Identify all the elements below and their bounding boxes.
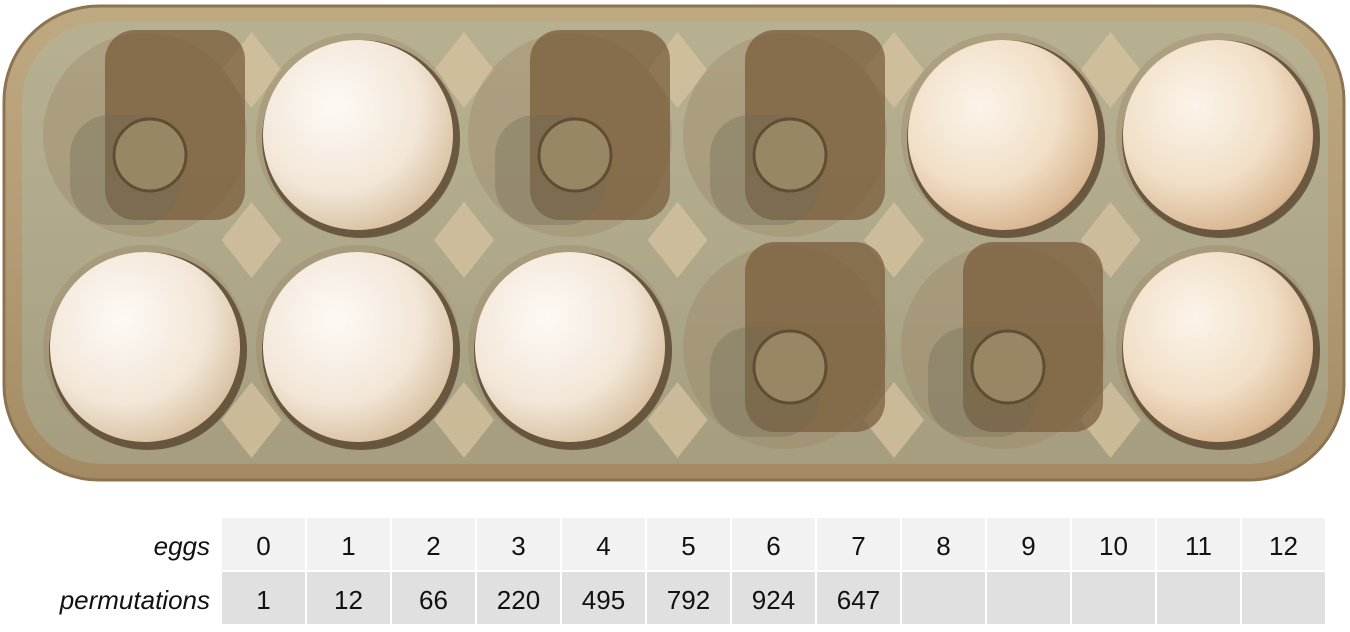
- table-cell: 3: [477, 518, 560, 570]
- egg-slot-filled: [43, 245, 247, 450]
- carton-divider: [434, 32, 494, 108]
- egg: [263, 40, 453, 230]
- table-cell: 792: [647, 572, 730, 624]
- carton-divider: [647, 202, 708, 278]
- table-cell: [1242, 572, 1325, 624]
- egg: [50, 252, 240, 442]
- table-cell: 6: [732, 518, 815, 570]
- egg-carton-photo: [2, 4, 1346, 482]
- empty-cup-center: [112, 117, 188, 193]
- carton-divider: [221, 382, 282, 458]
- empty-cup-center: [970, 329, 1046, 405]
- egg: [475, 252, 665, 442]
- egg-slot-filled: [901, 33, 1105, 238]
- table-cell: 66: [392, 572, 475, 624]
- table-cell: 5: [647, 518, 730, 570]
- row-label-eggs: eggs: [153, 531, 210, 561]
- table-cell: [1157, 572, 1240, 624]
- table-cell: 220: [477, 572, 560, 624]
- empty-cup-center: [752, 329, 828, 405]
- egg-slot-empty: [43, 30, 247, 237]
- table-cell: 2: [392, 518, 475, 570]
- egg-slot-empty: [683, 242, 887, 449]
- table-cell: 924: [732, 572, 815, 624]
- table-cell: 1: [307, 518, 390, 570]
- carton-divider: [221, 202, 282, 278]
- egg-slot-filled: [1116, 33, 1320, 238]
- table-cell: 8: [902, 518, 985, 570]
- table-cell: 10: [1072, 518, 1155, 570]
- table-cell: [1072, 572, 1155, 624]
- empty-cup-center: [537, 117, 613, 193]
- table-cell: 12: [1242, 518, 1325, 570]
- table-cell: [987, 572, 1070, 624]
- table-cell: 9: [987, 518, 1070, 570]
- carton-divider: [434, 382, 494, 458]
- egg-slot-filled: [256, 245, 460, 450]
- carton-divider: [434, 202, 494, 278]
- table-cell: 647: [817, 572, 900, 624]
- table-row-eggs: eggs 0 1 2 3 4 5 6 7 8 9 10 11 12: [0, 518, 1330, 570]
- table-cell: 0: [222, 518, 305, 570]
- egg: [1123, 252, 1313, 442]
- egg-slot-filled: [256, 33, 460, 238]
- egg: [263, 252, 453, 442]
- empty-cup-center: [752, 117, 828, 193]
- table-cell: 4: [562, 518, 645, 570]
- carton-divider: [1080, 32, 1141, 108]
- table-cell: 7: [817, 518, 900, 570]
- carton-divider: [647, 382, 708, 458]
- egg: [908, 40, 1098, 230]
- table-cell: 1: [222, 572, 305, 624]
- egg-slot-empty: [683, 30, 887, 237]
- egg: [1123, 40, 1313, 230]
- table-cell: 495: [562, 572, 645, 624]
- egg-slot-filled: [1116, 245, 1320, 450]
- egg-slot-empty: [468, 30, 672, 237]
- table-cell: 12: [307, 572, 390, 624]
- egg-slot-empty: [901, 242, 1105, 449]
- row-label-permutations: permutations: [59, 585, 210, 615]
- egg-slot-filled: [468, 245, 672, 450]
- table-cell: [902, 572, 985, 624]
- table-cell: 11: [1157, 518, 1240, 570]
- table-row-permutations: permutations 1 12 66 220 495 792 924 647: [0, 572, 1330, 624]
